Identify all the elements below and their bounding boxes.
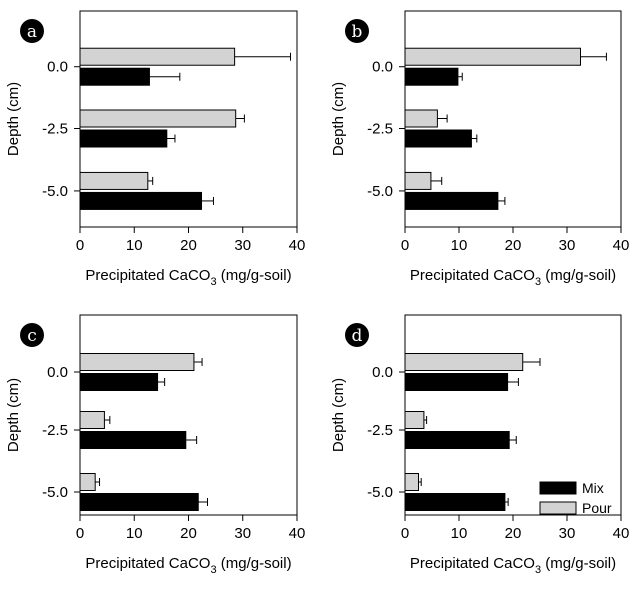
legend-label-mix: Mix	[582, 480, 604, 496]
panel-b: 0.0 -2.5 -5.0 0 10 20 30 40 Precipitated CaCO3 (…	[330, 10, 630, 288]
y-tick-label: -2.5	[42, 121, 68, 138]
x-axis-title: Precipitated CaCO3 (mg/g-soil)	[85, 555, 291, 576]
bar-pour-0	[79, 353, 195, 371]
legend-swatch-pour	[539, 501, 577, 515]
x-tick-label: 10	[451, 237, 468, 254]
bar-pour-0	[404, 47, 581, 66]
bar-mix-1	[79, 431, 187, 449]
bar-pour-2	[404, 171, 432, 190]
x-tick-label: 10	[126, 525, 143, 542]
x-tick-label: 40	[613, 525, 630, 542]
panel-badge	[345, 323, 369, 347]
bar-mix-0	[79, 67, 150, 86]
x-tick-label: 0	[76, 525, 84, 542]
y-tick-label: -2.5	[367, 121, 393, 138]
bar-pour-1	[404, 411, 425, 429]
y-tick-label: 0.0	[47, 364, 68, 381]
bar-mix-0	[404, 373, 509, 391]
y-tick-label: 0.0	[372, 59, 393, 76]
panel-a: 0.0 -2.5 -5.0 0 10 20 30 40 Precipitated CaCO3 (…	[5, 10, 306, 288]
panel-c: 0.0 -2.5 -5.0 0 10 20 30 40 Precipitated CaCO3 (…	[5, 314, 306, 576]
panel-letter: a	[27, 22, 37, 42]
y-tick-label: 0.0	[372, 364, 393, 381]
x-tick-label: 10	[451, 525, 468, 542]
x-tick-label: 30	[559, 237, 576, 254]
y-axis-title: Depth (cm)	[5, 82, 22, 156]
panel-letter: c	[27, 326, 37, 346]
bar-pour-0	[79, 47, 236, 66]
bar-pour-0	[404, 353, 524, 371]
bar-pour-2	[79, 473, 96, 491]
bar-mix-2	[79, 191, 203, 210]
x-tick-label: 20	[180, 237, 197, 254]
panel-badge	[20, 19, 44, 43]
x-tick-label: 0	[401, 525, 409, 542]
panel-badge	[345, 19, 369, 43]
y-tick-label: -2.5	[42, 422, 68, 439]
bar-mix-2	[404, 191, 499, 210]
y-tick-label: -5.0	[42, 183, 68, 200]
x-tick-label: 0	[76, 237, 84, 254]
y-tick-label: -5.0	[42, 484, 68, 501]
x-tick-label: 30	[559, 525, 576, 542]
panel-d: 0.0 -2.5 -5.0 0 10 20 30 40 Precipitated CaCO3 (…	[330, 314, 630, 576]
panel-badge	[20, 323, 44, 347]
x-tick-label: 30	[234, 237, 251, 254]
bar-mix-0	[79, 373, 159, 391]
bar-mix-0	[404, 67, 459, 86]
panel-letter: b	[352, 22, 363, 42]
y-axis-title: Depth (cm)	[330, 82, 347, 156]
x-tick-label: 20	[180, 525, 197, 542]
bar-mix-2	[404, 493, 506, 511]
y-tick-label: -5.0	[367, 183, 393, 200]
bar-pour-1	[79, 109, 237, 128]
x-axis-title: Precipitated CaCO3 (mg/g-soil)	[410, 267, 616, 288]
bar-pour-1	[79, 411, 105, 429]
bar-mix-1	[79, 129, 168, 148]
y-tick-label: -2.5	[367, 422, 393, 439]
y-tick-label: -5.0	[367, 484, 393, 501]
bar-pour-2	[404, 473, 419, 491]
plot-frame	[79, 314, 298, 516]
x-tick-label: 40	[613, 237, 630, 254]
bar-pour-1	[404, 109, 438, 128]
panel-letter: d	[352, 326, 363, 346]
x-tick-label: 30	[234, 525, 251, 542]
bar-mix-2	[79, 493, 199, 511]
legend-label-pour: Pour	[582, 500, 612, 516]
legend-swatch-mix	[539, 481, 577, 495]
x-axis-title: Precipitated CaCO3 (mg/g-soil)	[410, 555, 616, 576]
x-axis-title: Precipitated CaCO3 (mg/g-soil)	[85, 267, 291, 288]
legend: Mix Pour	[539, 480, 612, 516]
bar-mix-1	[404, 431, 510, 449]
x-tick-label: 10	[126, 237, 143, 254]
bar-mix-1	[404, 129, 472, 148]
x-tick-label: 0	[401, 237, 409, 254]
y-tick-label: 0.0	[47, 59, 68, 76]
x-tick-label: 40	[289, 237, 306, 254]
x-tick-label: 20	[505, 525, 522, 542]
x-tick-label: 20	[505, 237, 522, 254]
x-tick-label: 40	[289, 525, 306, 542]
y-axis-title: Depth (cm)	[330, 378, 347, 452]
y-axis-title: Depth (cm)	[5, 378, 22, 452]
bar-pour-2	[79, 171, 149, 190]
